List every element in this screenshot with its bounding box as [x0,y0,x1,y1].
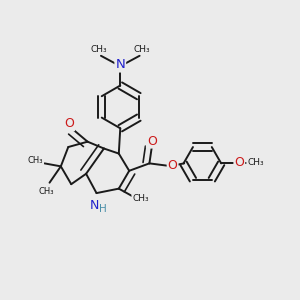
Text: CH₃: CH₃ [134,45,150,54]
Text: O: O [234,156,244,169]
Text: CH₃: CH₃ [28,156,43,165]
Text: CH₃: CH₃ [90,45,107,54]
Text: N: N [116,58,125,71]
Text: CH₃: CH₃ [132,194,149,203]
Text: H: H [99,204,107,214]
Text: O: O [168,159,178,172]
Text: O: O [64,117,74,130]
Text: N: N [89,199,99,212]
Text: CH₃: CH₃ [39,187,54,196]
Text: O: O [147,135,157,148]
Text: CH₃: CH₃ [247,158,264,167]
